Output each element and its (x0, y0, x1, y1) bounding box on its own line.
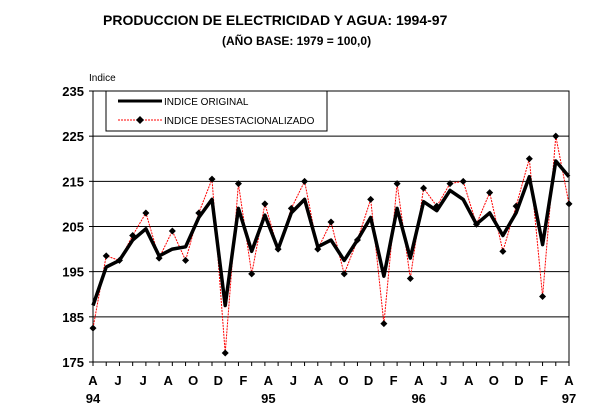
data-point-desestacionalizado (472, 220, 480, 228)
legend-label-original: INDICE ORIGINAL (164, 97, 249, 108)
series-line-indice-original (91, 159, 571, 308)
data-point-desestacionalizado (248, 270, 256, 278)
x-tick-label: F (239, 373, 247, 388)
data-point-desestacionalizado (314, 245, 322, 253)
data-point-desestacionalizado (565, 200, 573, 208)
x-tick-label: O (188, 373, 198, 388)
y-axis: 175 185 195 205 215 225 235 (62, 84, 93, 370)
data-point-desestacionalizado (261, 200, 269, 208)
data-point-desestacionalizado (446, 180, 454, 188)
data-point-desestacionalizado (182, 256, 190, 264)
x-tick-label: D (214, 373, 223, 388)
x-tick-label: A (264, 373, 274, 388)
x-tick-label: J (139, 373, 146, 388)
grid (93, 135, 569, 318)
x-year-label: 94 (86, 391, 101, 406)
x-tick-label: A (88, 373, 98, 388)
series-line-indice-desestacionalizado (92, 136, 570, 354)
y-tick-label: 215 (62, 174, 84, 189)
data-point-desestacionalizado (208, 175, 216, 183)
legend-box (105, 90, 328, 132)
data-point-desestacionalizado (168, 227, 176, 235)
data-point-desestacionalizado (195, 209, 203, 217)
data-point-desestacionalizado (539, 293, 547, 301)
data-point-desestacionalizado (459, 177, 467, 185)
x-year-label: 96 (411, 391, 425, 406)
x-tick-label: A (314, 373, 324, 388)
x-tick-label: O (489, 373, 499, 388)
x-year-label: 97 (562, 391, 576, 406)
y-axis-label: Indice (89, 73, 116, 84)
x-tick-label: D (364, 373, 373, 388)
data-point-desestacionalizado (499, 247, 507, 255)
data-point-desestacionalizado (393, 180, 401, 188)
data-point-desestacionalizado (234, 180, 242, 188)
data-point-desestacionalizado (327, 218, 335, 226)
x-tick-label: J (114, 373, 121, 388)
x-tick-label: O (338, 373, 348, 388)
x-year-label: 95 (261, 391, 275, 406)
data-point-desestacionalizado (380, 320, 388, 328)
y-tick-label: 205 (62, 220, 84, 235)
x-tick-label: A (414, 373, 424, 388)
data-point-desestacionalizado (274, 245, 282, 253)
data-point-desestacionalizado (129, 232, 137, 240)
data-point-desestacionalizado (155, 254, 163, 262)
data-point-desestacionalizado (115, 256, 123, 264)
data-point-desestacionalizado (353, 236, 361, 244)
data-point-desestacionalizado (552, 132, 560, 140)
x-tick-label: A (163, 373, 173, 388)
legend: INDICE ORIGINAL INDICE DESESTACIONALIZAD… (105, 90, 328, 132)
legend-label-deseasonalized: INDICE DESESTACIONALIZADO (164, 116, 315, 127)
data-point-desestacionalizado (301, 177, 309, 185)
data-point-desestacionalizado (406, 274, 414, 282)
data-point-desestacionalizado (512, 202, 520, 210)
data-point-desestacionalizado (221, 349, 229, 357)
data-point-desestacionalizado (287, 204, 295, 212)
data-point-desestacionalizado (89, 324, 97, 332)
series-layer (89, 132, 573, 357)
x-tick-label: A (464, 373, 474, 388)
chart-title: PRODUCCION DE ELECTRICIDAD Y AGUA: 1994-… (103, 12, 448, 28)
y-tick-label: 175 (62, 355, 84, 370)
y-tick-label: 225 (62, 129, 84, 144)
y-tick-label: 185 (62, 310, 84, 325)
data-point-desestacionalizado (420, 184, 428, 192)
x-tick-label: F (390, 373, 398, 388)
data-point-desestacionalizado (433, 202, 441, 210)
y-tick-label: 195 (62, 265, 84, 280)
chart-subtitle: (AÑO BASE: 1979 = 100,0) (222, 33, 371, 48)
data-point-desestacionalizado (486, 189, 494, 197)
data-point-desestacionalizado (142, 209, 150, 217)
legend-marker-deseasonalized (136, 116, 144, 124)
y-tick-label: 235 (62, 84, 84, 99)
data-point-desestacionalizado (367, 195, 375, 203)
x-tick-label: A (564, 373, 574, 388)
x-tick-label: J (290, 373, 297, 388)
data-point-desestacionalizado (102, 252, 110, 260)
x-tick-label: F (540, 373, 548, 388)
x-tick-label: D (514, 373, 523, 388)
x-axis: A J J A O D F A J A O D F A J A O D F A94 95 96 97 (86, 362, 576, 406)
data-point-desestacionalizado (340, 270, 348, 278)
data-point-desestacionalizado (525, 155, 533, 163)
x-tick-label: J (440, 373, 447, 388)
